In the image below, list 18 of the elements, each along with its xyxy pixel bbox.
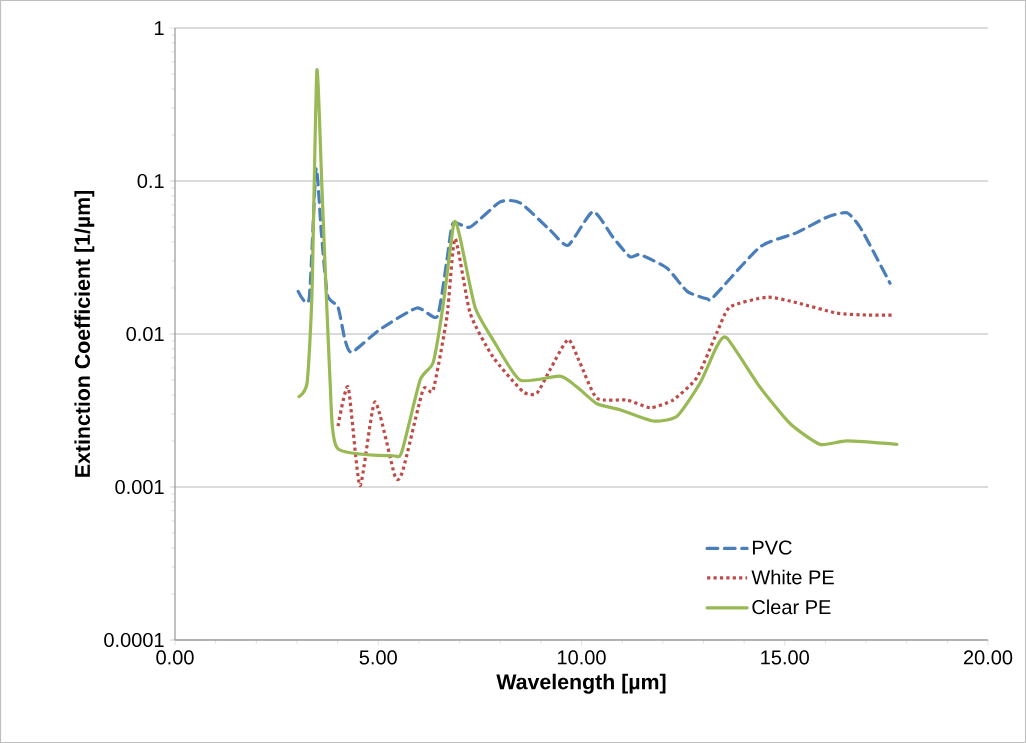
y-axis-title: Extinction Coefficient [1/µm] xyxy=(74,190,95,477)
line-series xyxy=(336,237,894,488)
y-tick-label: 0.1 xyxy=(137,173,164,189)
y-tick-label: 1 xyxy=(155,21,164,35)
x-tick-label: 0.00 xyxy=(156,650,194,665)
x-axis-title: Wavelength [µm] xyxy=(496,673,666,694)
x-tick-label: 15.00 xyxy=(761,650,809,665)
x-tick-label: 20.00 xyxy=(963,650,1013,665)
x-tick-label: 10.00 xyxy=(558,650,606,665)
legend-label: Clear PE xyxy=(752,599,831,615)
y-tick-label: 0.01 xyxy=(126,326,164,342)
x-tick-label: 5.00 xyxy=(359,650,397,665)
legend-label: PVC xyxy=(753,540,792,555)
legend-label: White PE xyxy=(751,569,834,585)
line-series xyxy=(296,167,892,354)
y-tick-label: 0.001 xyxy=(115,479,164,495)
line-series xyxy=(297,68,899,458)
y-tick-label: 0.0001 xyxy=(104,632,164,648)
